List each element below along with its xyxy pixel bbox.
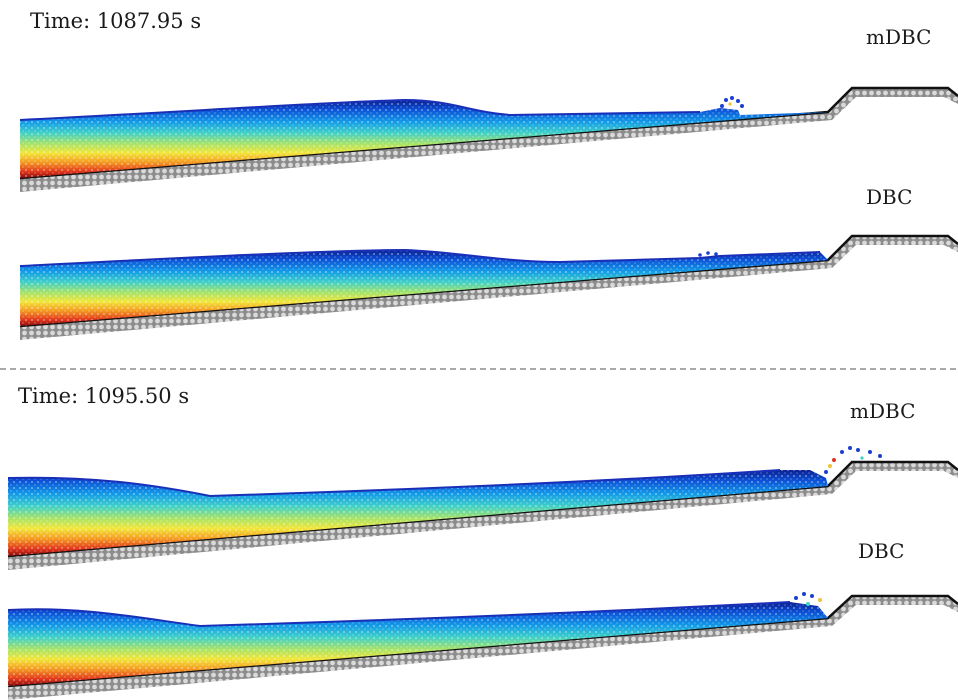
panel-1-mdbc: mDBC (19, 25, 958, 192)
method-label: DBC (866, 185, 912, 209)
snapshot-2: Time: 1095.50 s mDBC DBC (7, 384, 958, 700)
free-surface (7, 469, 781, 498)
free-surface (7, 601, 791, 628)
water-grains (8, 470, 828, 556)
splash-particles (698, 251, 718, 257)
bed-boundary-line (19, 234, 958, 328)
bed-particles (8, 596, 958, 700)
method-label: DBC (858, 539, 904, 563)
splash-particles (794, 592, 822, 608)
bed-boundary-line (7, 460, 958, 558)
water-grains (20, 100, 828, 178)
free-surface (19, 248, 821, 267)
panel-1-dbc: DBC (19, 185, 958, 340)
panel-2-dbc: DBC (7, 539, 958, 700)
time-label: Time: 1095.50 s (18, 384, 189, 408)
splash-particles (720, 96, 744, 108)
method-label: mDBC (850, 399, 915, 423)
free-surface (19, 98, 701, 121)
water-grains (8, 602, 828, 686)
snapshot-1: Time: 1087.95 s mDBC DBC (19, 9, 958, 340)
bed-boundary-line (19, 86, 958, 180)
water-grains (20, 250, 828, 326)
method-label: mDBC (866, 25, 931, 49)
bed-boundary-line (7, 594, 958, 688)
time-label: Time: 1087.95 s (30, 9, 201, 33)
panel-2-mdbc: mDBC (7, 399, 958, 570)
splash-particles (824, 446, 882, 474)
